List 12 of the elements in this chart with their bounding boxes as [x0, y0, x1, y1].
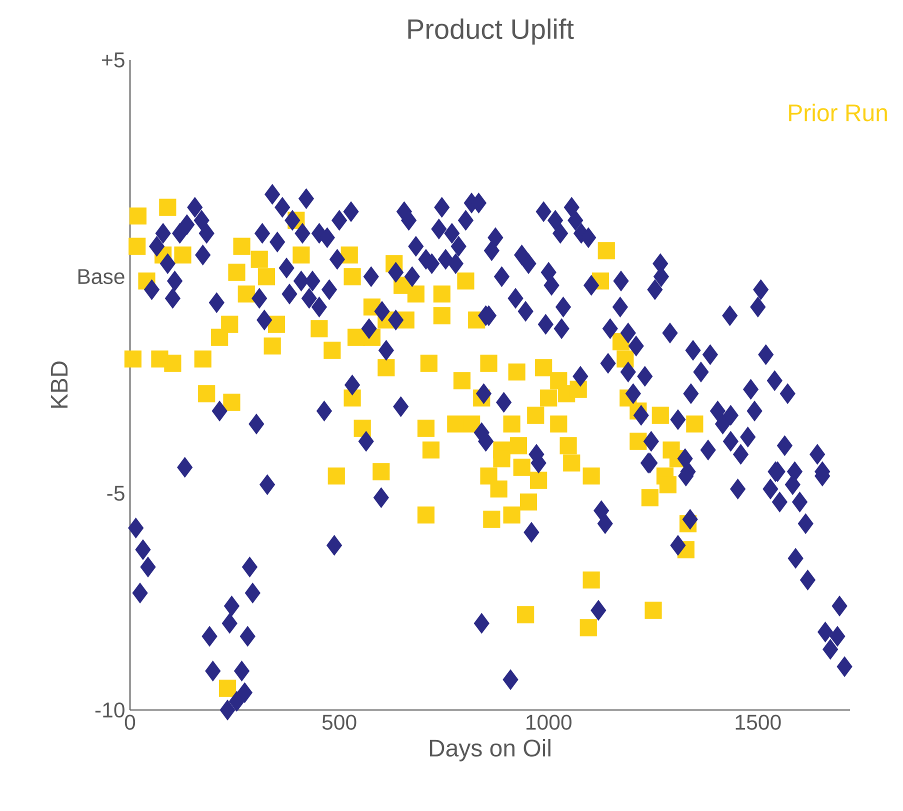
y-tick-label: -10	[95, 702, 124, 718]
y-tick-label: -5	[107, 486, 124, 501]
y-axis-title: KBD	[50, 361, 68, 408]
x-tick-label: 0	[124, 714, 136, 730]
y-tick-label: +5	[102, 52, 124, 68]
x-tick-label: 1000	[526, 714, 572, 730]
x-tick-label: 500	[322, 714, 356, 730]
y-tick-label: Base	[78, 269, 124, 284]
chart-title: Product Uplift	[408, 18, 574, 45]
x-tick-label: 1500	[736, 714, 781, 730]
text: Prior Run	[789, 104, 887, 122]
x-axis-title: Days on Oil	[430, 738, 550, 762]
